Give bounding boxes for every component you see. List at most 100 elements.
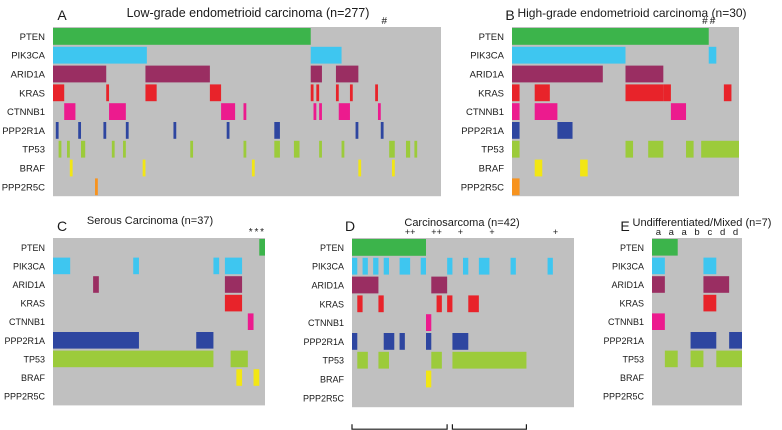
mutation-cell-ctnnb1 [221,103,236,120]
mutation-cell-arid1a [335,65,359,83]
mutation-cell-braf [358,159,362,177]
column-annotation-mark: * [260,227,264,238]
mutation-cell-braf [580,159,588,177]
mutation-cell-pten [53,28,311,45]
mutation-cell-tp53 [414,140,418,158]
mutation-cell-pik3ca [383,257,389,275]
mutation-cell-tp53 [686,140,694,158]
mutation-cell-arid1a [224,276,243,293]
row-label-tp53: TP53 [23,354,45,364]
mutation-cell-pik3ca [133,257,139,275]
row-label-pten: PTEN [21,243,45,253]
mutation-cell-ppp2r1a [452,333,469,350]
panel-letter: B [505,7,514,23]
panel-e-background [652,238,742,406]
mutation-cell-ctnnb1 [243,103,247,120]
panel-title: Carcinosarcoma (n=42) [404,217,519,229]
row-label-pten: PTEN [620,243,644,253]
mutation-cell-ppp2r1a [196,332,214,349]
mutation-cell-kras [447,295,453,313]
mutation-cell-braf [251,159,255,177]
column-annotation-mark: + [553,227,558,237]
panel-title: High-grade endometrioid carcinoma (n=30) [517,6,746,20]
mutation-cell-pten [352,239,426,256]
row-label-ppp2r5c: PPP2R5C [603,392,645,402]
mutation-cell-ctnnb1 [670,103,687,120]
mutation-cell-ppp2r1a [125,122,129,139]
mutation-cell-ppp2r1a [352,333,358,350]
row-label-pik3ca: PIK3CA [11,51,45,62]
mutation-cell-tp53 [716,350,742,368]
row-label-ctnnb1: CTNNB1 [308,318,344,328]
mutation-cell-pik3ca [652,257,665,275]
mutation-cell-pik3ca [510,257,516,275]
mutation-cell-pik3ca [478,257,490,275]
row-label-braf: BRAF [320,375,345,385]
mutation-cell-ppp2r1a [226,122,230,139]
mutation-cell-arid1a [352,276,379,294]
mutation-cell-kras [209,84,222,102]
row-label-tp53: TP53 [481,145,504,156]
mutation-cell-kras [375,84,378,102]
row-label-pik3ca: PIK3CA [312,262,344,272]
mutation-cell-kras [625,84,664,102]
mutation-cell-pik3ca [53,257,71,275]
mutation-cell-pik3ca [420,257,426,275]
mutation-cell-kras [723,84,732,102]
mutation-cell-pten [259,239,265,256]
row-label-kras: KRAS [20,299,45,309]
mutation-cell-braf [426,370,432,388]
row-label-kras: KRAS [19,88,45,99]
column-annotation-mark: # [710,16,716,27]
mutation-cell-braf [69,159,73,177]
mutation-cell-arid1a [431,276,448,294]
panel-letter: E [620,218,629,234]
column-annotation-mark: + [410,227,415,237]
mutation-cell-kras [378,295,384,313]
column-label: a [681,227,687,238]
mutation-cell-tp53 [53,350,214,368]
column-label: c [707,227,712,238]
mutation-cell-pik3ca [708,46,717,64]
column-annotation-mark: + [458,227,463,237]
mutation-cell-kras [703,294,717,312]
mutation-cell-kras [316,84,320,102]
row-label-tp53: TP53 [322,356,344,366]
mutation-cell-tp53 [512,140,520,158]
mutation-cell-braf [142,159,146,177]
panel-title: Undifferentiated/Mixed (n=7) [633,217,772,229]
mutation-cell-ppp2r1a [173,122,177,139]
mutation-cell-tp53 [341,140,345,158]
mutation-cell-arid1a [145,65,210,83]
mutation-cell-tp53 [274,140,280,158]
row-label-ppp2r1a: PPP2R1A [4,336,45,346]
column-annotation-mark: + [437,227,442,237]
mutation-cell-pik3ca [310,46,342,64]
row-label-kras: KRAS [319,299,344,309]
column-label: a [656,227,662,238]
panel-letter: D [345,218,355,234]
mutation-cell-tp53 [648,140,664,158]
mutation-cell-kras [534,84,550,102]
mutation-cell-braf [253,369,260,386]
row-label-braf: BRAF [21,373,46,383]
row-label-ppp2r5c: PPP2R5C [461,182,504,193]
mutation-cell-kras [349,84,353,102]
mutation-cell-kras [468,295,479,313]
mutation-cell-braf [391,159,395,177]
mutation-cell-arid1a [652,276,665,293]
mutation-cell-tp53 [389,140,395,158]
mutation-cell-pik3ca [373,257,379,275]
mutation-cell-ppp2r1a [274,122,280,139]
mutation-cell-ctnnb1 [338,103,350,120]
mutation-cell-ppp2r1a [380,122,384,139]
row-label-ppp2r1a: PPP2R1A [461,126,504,137]
row-label-arid1a: ARID1A [470,70,505,81]
panel-letter: A [57,7,67,23]
mutation-cell-ppp2r1a [729,332,742,349]
row-label-ppp2r5c: PPP2R5C [2,182,45,193]
column-annotation-mark: + [405,227,410,237]
group-bracket [351,424,448,430]
mutation-cell-arid1a [625,65,664,83]
mutation-cell-pik3ca [352,257,358,275]
